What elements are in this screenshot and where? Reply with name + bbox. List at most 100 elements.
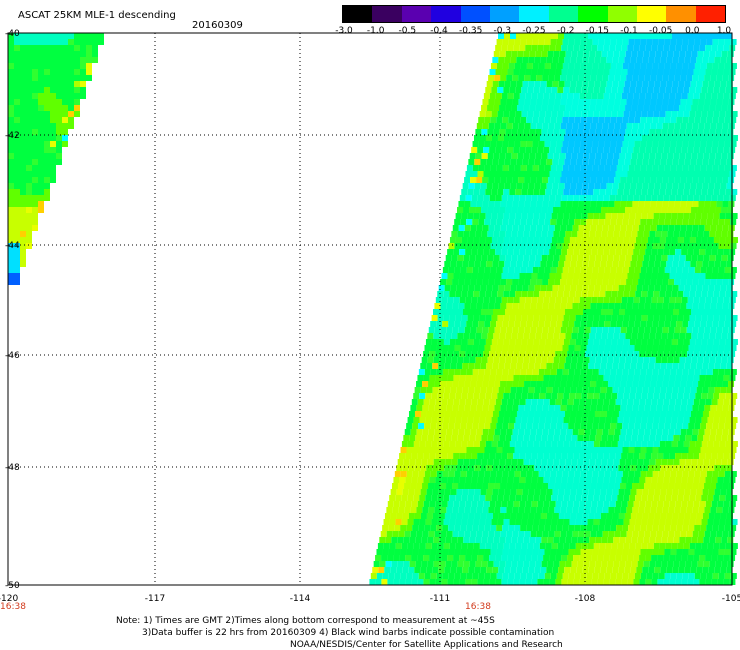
data-cell xyxy=(469,309,475,315)
data-cell xyxy=(669,69,676,75)
data-cell xyxy=(492,411,499,417)
data-cell xyxy=(527,213,534,219)
data-cell xyxy=(468,513,475,519)
data-cell xyxy=(14,255,20,261)
data-cell xyxy=(712,423,719,429)
data-cell xyxy=(588,57,595,63)
data-cell xyxy=(657,501,664,507)
data-cell xyxy=(666,387,673,393)
data-cell xyxy=(661,231,668,237)
data-cell xyxy=(614,531,621,537)
data-cell xyxy=(615,69,622,75)
data-cell xyxy=(486,159,493,165)
data-cell xyxy=(485,393,492,399)
data-cell xyxy=(704,429,711,435)
data-cell xyxy=(494,75,501,81)
data-cell xyxy=(528,387,535,393)
data-cell xyxy=(572,531,579,537)
data-cell xyxy=(725,441,732,447)
data-cell xyxy=(595,561,602,567)
data-cell xyxy=(419,393,426,399)
data-cell xyxy=(44,135,50,141)
data-cell xyxy=(706,219,713,225)
data-cell xyxy=(542,303,549,309)
data-cell xyxy=(473,519,480,525)
data-cell xyxy=(428,381,435,387)
data-cell xyxy=(526,573,533,579)
data-cell xyxy=(509,393,516,399)
data-cell xyxy=(44,45,50,51)
data-cell xyxy=(436,549,443,555)
data-cell xyxy=(714,387,721,393)
data-cell xyxy=(607,153,614,159)
data-cell xyxy=(714,33,720,39)
data-cell xyxy=(592,117,599,123)
data-cell xyxy=(723,477,730,483)
data-cell xyxy=(664,471,671,477)
data-cell xyxy=(26,69,32,75)
data-cell xyxy=(509,543,516,549)
data-cell xyxy=(554,429,561,435)
data-cell xyxy=(688,165,695,171)
data-cell xyxy=(600,513,607,519)
data-cell xyxy=(635,87,642,93)
data-cell xyxy=(417,579,424,585)
data-cell xyxy=(20,33,26,39)
data-cell xyxy=(410,405,417,411)
data-cell xyxy=(505,129,512,135)
data-cell xyxy=(662,405,669,411)
data-cell xyxy=(557,519,564,525)
data-cell xyxy=(595,459,602,465)
data-cell xyxy=(720,513,727,519)
data-cell xyxy=(576,33,582,39)
data-cell xyxy=(549,351,556,357)
data-cell xyxy=(423,501,430,507)
data-cell xyxy=(660,33,666,39)
data-cell xyxy=(705,273,712,279)
data-cell xyxy=(539,213,546,219)
data-cell xyxy=(660,387,667,393)
data-cell xyxy=(561,69,568,75)
data-cell xyxy=(519,477,526,483)
data-cell xyxy=(547,255,554,261)
data-cell xyxy=(473,315,480,321)
data-cell xyxy=(707,495,714,501)
data-cell xyxy=(654,285,661,291)
data-cell xyxy=(458,405,465,411)
data-cell xyxy=(637,105,644,111)
data-cell xyxy=(74,51,80,57)
data-cell xyxy=(607,561,614,567)
data-cell xyxy=(562,267,569,273)
data-cell xyxy=(512,279,519,285)
data-cell xyxy=(500,429,507,435)
data-cell xyxy=(679,561,686,567)
data-cell xyxy=(633,195,640,201)
colorbar xyxy=(342,5,726,23)
colorbar-label: -3.0 xyxy=(335,26,353,36)
data-cell xyxy=(701,441,708,447)
data-cell xyxy=(465,453,472,459)
data-cell xyxy=(666,183,673,189)
data-cell xyxy=(677,393,684,399)
data-cell xyxy=(679,153,686,159)
data-cell xyxy=(441,501,448,507)
data-cell xyxy=(533,315,540,321)
data-cell xyxy=(534,81,541,87)
data-cell xyxy=(665,495,672,501)
data-cell xyxy=(730,63,737,69)
data-cell xyxy=(563,543,570,549)
data-cell xyxy=(32,123,38,129)
data-cell xyxy=(500,483,507,489)
data-cell xyxy=(460,447,467,453)
data-cell xyxy=(720,363,727,369)
data-cell xyxy=(563,519,570,525)
data-cell xyxy=(710,327,717,333)
data-cell xyxy=(674,531,681,537)
data-cell xyxy=(569,543,576,549)
data-cell xyxy=(413,393,420,399)
data-cell xyxy=(652,141,659,147)
data-cell xyxy=(590,201,597,207)
data-cell xyxy=(552,567,559,573)
data-cell xyxy=(638,531,645,537)
data-cell xyxy=(717,45,724,51)
